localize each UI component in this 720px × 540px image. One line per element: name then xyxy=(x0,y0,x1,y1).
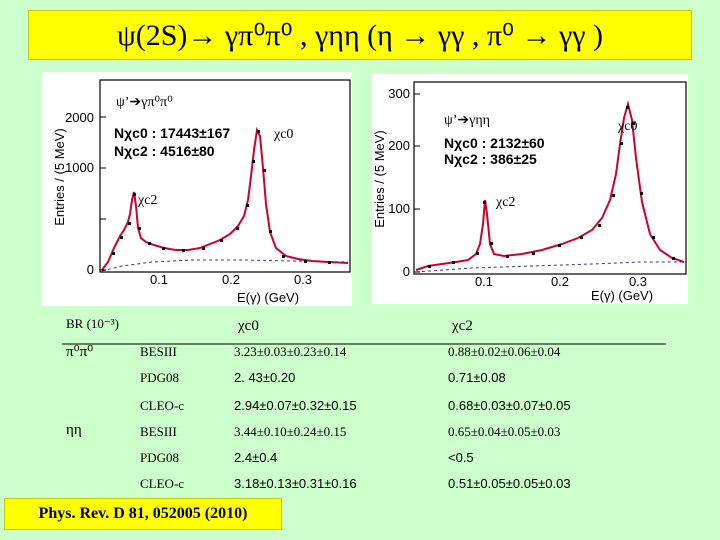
left-mode-label: ψ’➔γπ⁰π⁰ xyxy=(116,95,173,110)
table-value-c0: 2.94±0.07±0.32±0.15 xyxy=(234,398,357,413)
table-value-c2: 0.68±0.03±0.07±0.05 xyxy=(448,398,571,413)
right-ylabel: Entries / (5 MeV) xyxy=(372,130,387,228)
left-data-points xyxy=(112,130,331,264)
right-n-chi-c2: Nχc2 : 386±25 xyxy=(444,151,537,167)
right-xtick: 0.1 xyxy=(475,274,493,289)
table-value-c0: 2. 43±0.20 xyxy=(234,370,296,385)
left-chi-c2-label: χc2 xyxy=(137,193,157,208)
right-mode-label: ψ’➔γηη xyxy=(444,113,490,128)
table-value-c0: 3.18±0.13±0.31±0.16 xyxy=(234,476,357,491)
right-n-chi-c0: Nχc0 : 2132±60 xyxy=(444,135,545,151)
left-chi-c0-label: χc0 xyxy=(273,127,293,142)
left-xtick: 0.1 xyxy=(150,272,168,287)
table-value-c0: 3.44±0.10±0.24±0.15 xyxy=(234,424,347,439)
group-mode-etaeta: ηη xyxy=(66,422,82,438)
table-exp: CLEO-c xyxy=(140,476,185,491)
table-exp: PDG08 xyxy=(140,450,180,465)
right-chi-c2-label: χc2 xyxy=(495,195,515,210)
left-plot-svg: 0 1000 2000 0.1 0.2 0.3 Entries / (5 MeV… xyxy=(52,79,351,305)
table-header-br: BR (10⁻³) xyxy=(66,316,120,331)
table-value-c0: 3.23±0.03±0.23±0.14 xyxy=(234,344,347,359)
right-plot: 0 100 200 300 0.1 0.2 0.3 Entries / (5 M… xyxy=(372,74,688,304)
right-ytick: 100 xyxy=(388,201,410,216)
right-plot-svg: 0 100 200 300 0.1 0.2 0.3 Entries / (5 M… xyxy=(372,81,687,303)
br-table: BR (10⁻³) χc0 χc2 π⁰π⁰ BESIII 3.23±0.03±… xyxy=(62,312,666,502)
br-table-lines xyxy=(62,343,666,345)
left-plot: 0 1000 2000 0.1 0.2 0.3 Entries / (5 MeV… xyxy=(42,72,352,306)
left-ytick: 1000 xyxy=(65,160,94,175)
right-xtick: 0.2 xyxy=(551,274,569,289)
left-ytick: 0 xyxy=(87,262,94,277)
right-ytick: 300 xyxy=(388,86,410,101)
left-xlabel: E(γ) (GeV) xyxy=(237,290,299,305)
left-xtick: 0.3 xyxy=(294,272,312,287)
table-value-c2: 0.65±0.04±0.05±0.03 xyxy=(448,424,561,439)
table-value-c2: 0.51±0.05±0.05±0.03 xyxy=(448,476,571,491)
left-ylabel: Entries / (5 MeV) xyxy=(52,128,67,226)
right-ytick: 0 xyxy=(403,264,410,279)
table-value-c2: <0.5 xyxy=(448,450,474,465)
group-mode-pi0pi0: π⁰π⁰ xyxy=(66,344,94,360)
right-fit-curve xyxy=(415,100,685,271)
right-background-curve xyxy=(415,261,684,273)
table-exp: BESIII xyxy=(140,344,177,359)
right-xlabel: E(γ) (GeV) xyxy=(591,288,653,303)
slide-title: ψ(2S)→ γπ⁰π⁰ , γηη (η → γγ , π⁰ → γγ ) xyxy=(28,10,692,60)
right-ytick: 200 xyxy=(388,138,410,153)
left-n-chi-c2: Nχc2 : 4516±80 xyxy=(114,143,215,159)
reference-citation: Phys. Rev. D 81, 052005 (2010) xyxy=(4,498,282,530)
table-value-c2: 0.88±0.02±0.06±0.04 xyxy=(448,344,561,359)
table-exp: PDG08 xyxy=(140,370,180,385)
left-ytick: 2000 xyxy=(65,110,94,125)
right-chi-c0-label: χc0 xyxy=(617,119,637,134)
table-header-chi-c2: χc2 xyxy=(452,318,473,334)
table-exp: BESIII xyxy=(140,424,177,439)
left-background-curve xyxy=(101,259,349,272)
table-value-c2: 0.71±0.08 xyxy=(448,370,506,385)
table-value-c0: 2.4±0.4 xyxy=(234,450,278,465)
left-xtick: 0.2 xyxy=(222,272,240,287)
right-xtick: 0.3 xyxy=(629,274,647,289)
table-exp: CLEO-c xyxy=(140,398,185,413)
right-data-points xyxy=(428,106,675,268)
left-n-chi-c0: Nχc0 : 17443±167 xyxy=(114,125,230,141)
table-header-chi-c0: χc0 xyxy=(238,318,259,334)
